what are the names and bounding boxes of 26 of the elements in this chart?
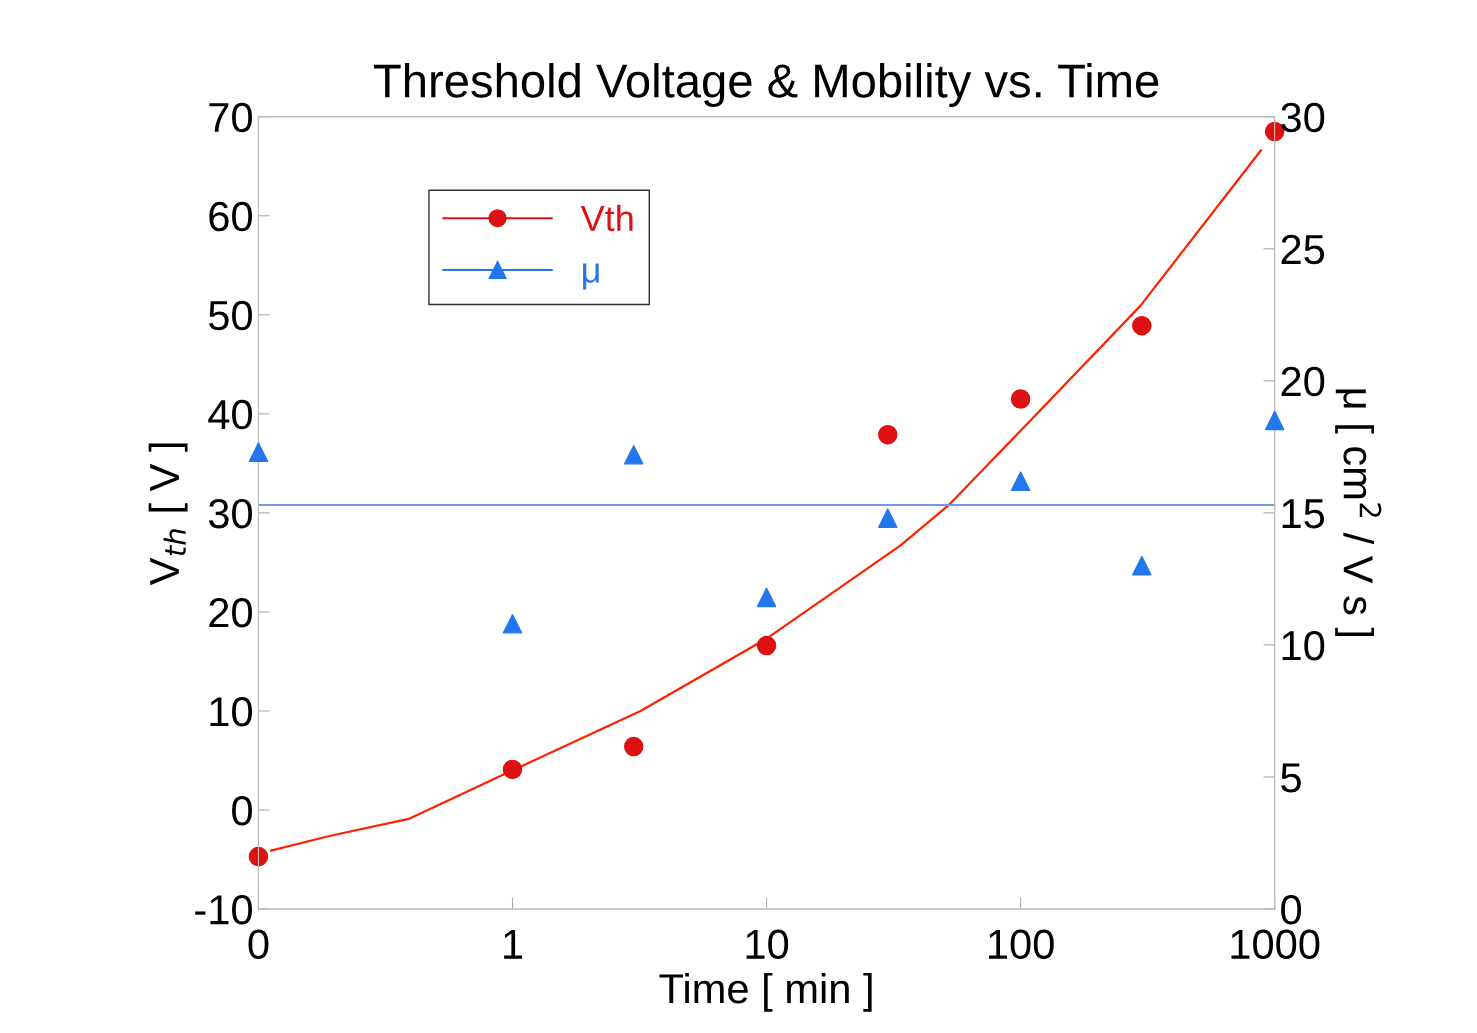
x-axis-title: Time [ min ] bbox=[659, 972, 872, 1012]
y2-tick-label: 10 bbox=[1282, 630, 1325, 661]
chart-title: Threshold Voltage & Mobility vs. Time bbox=[373, 63, 1159, 108]
legend-label: Vth bbox=[580, 204, 633, 232]
y-tick-label: 70 bbox=[209, 102, 252, 133]
y-tick-label: 60 bbox=[209, 201, 252, 232]
y2-tick-label: 5 bbox=[1281, 763, 1301, 793]
x-tick-label: 10 bbox=[746, 929, 789, 960]
y-tick-label: 10 bbox=[210, 696, 252, 727]
y-tick-label: 40 bbox=[208, 399, 252, 430]
y-tick-label: 30 bbox=[208, 498, 252, 529]
y-tick-label: 20 bbox=[209, 597, 252, 628]
y-tick-label: 50 bbox=[208, 300, 252, 331]
x-tick-label: 1 bbox=[504, 930, 523, 959]
y2-tick-label: 15 bbox=[1282, 499, 1325, 529]
y2-tick-label: 25 bbox=[1281, 234, 1325, 265]
y2-tick-label: 30 bbox=[1281, 102, 1325, 133]
legend-label: μ bbox=[583, 263, 599, 290]
x-tick-label: 1000 bbox=[1231, 929, 1320, 960]
y2-tick-label: 20 bbox=[1281, 366, 1325, 397]
y-tick-label: -10 bbox=[195, 895, 252, 925]
y2-tick-label: 0 bbox=[1281, 895, 1302, 925]
y-axis-title: V$_{th}$ [ V ] bbox=[148, 443, 188, 586]
y2-axis-title: μ [ cm$^{2}$ / V s ] bbox=[1335, 389, 1382, 637]
y-tick-label: 0 bbox=[232, 796, 252, 826]
x-tick-label: 100 bbox=[989, 929, 1054, 960]
